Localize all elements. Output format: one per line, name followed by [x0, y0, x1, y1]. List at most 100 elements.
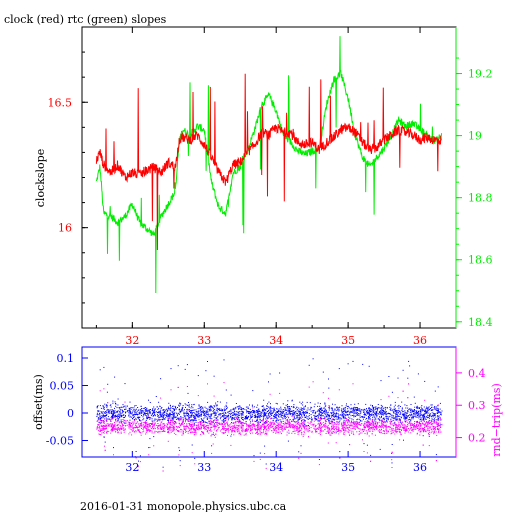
- roundtrip-point: [122, 423, 123, 425]
- roundtrip-point: [153, 445, 155, 447]
- roundtrip-point: [188, 419, 190, 421]
- offset-point: [402, 415, 404, 417]
- roundtrip-point: [368, 422, 369, 424]
- roundtrip-point: [173, 427, 175, 429]
- roundtrip-point: [303, 425, 305, 427]
- offset-point: [437, 418, 439, 420]
- offset-point: [176, 414, 178, 416]
- offset-point: [336, 413, 338, 415]
- offset-point: [183, 411, 185, 413]
- roundtrip-point: [277, 422, 279, 424]
- roundtrip-point: [225, 423, 227, 425]
- roundtrip-point: [404, 424, 406, 426]
- roundtrip-point: [265, 427, 266, 429]
- roundtrip-point: [315, 431, 317, 433]
- offset-point: [147, 414, 149, 416]
- offset-point: [191, 404, 193, 406]
- offset-point: [112, 400, 114, 402]
- offset-point: [111, 418, 113, 420]
- offset-point: [347, 419, 349, 421]
- offset-point: [128, 412, 130, 414]
- offset-point: [275, 420, 277, 422]
- roundtrip-point: [225, 430, 226, 432]
- offset-point: [369, 413, 371, 415]
- roundtrip-point: [170, 421, 172, 423]
- roundtrip-point: [234, 429, 236, 431]
- roundtrip-point: [411, 429, 413, 431]
- roundtrip-point: [278, 429, 280, 431]
- offset-point: [225, 409, 227, 411]
- roundtrip-point: [287, 421, 289, 423]
- roundtrip-point: [219, 422, 220, 424]
- offset-point: [263, 416, 265, 418]
- offset-point: [217, 411, 219, 413]
- roundtrip-point: [185, 419, 187, 421]
- offset-point: [141, 411, 143, 413]
- offset-point: [369, 415, 371, 417]
- offset-point: [236, 419, 238, 421]
- offset-point: [191, 419, 193, 421]
- offset-point: [148, 416, 150, 418]
- offset-point: [181, 423, 183, 425]
- roundtrip-point: [250, 430, 252, 431]
- roundtrip-point: [386, 426, 388, 428]
- roundtrip-point: [383, 423, 384, 425]
- roundtrip-point: [252, 423, 254, 425]
- offset-point: [226, 415, 228, 417]
- roundtrip-point: [329, 427, 331, 429]
- roundtrip-point: [106, 425, 108, 427]
- roundtrip-point: [119, 425, 121, 426]
- offset-point: [425, 407, 427, 409]
- offset-point: [274, 417, 275, 419]
- offset-point: [319, 403, 321, 405]
- roundtrip-point: [383, 430, 385, 432]
- roundtrip-point: [145, 426, 147, 428]
- offset-point: [114, 410, 116, 412]
- roundtrip-point: [223, 422, 225, 424]
- offset-point: [410, 404, 412, 405]
- roundtrip-point: [439, 425, 441, 427]
- roundtrip-point: [439, 424, 441, 426]
- roundtrip-point: [116, 427, 118, 429]
- offset-point: [269, 373, 271, 375]
- offset-point: [149, 413, 151, 415]
- offset-point: [223, 421, 225, 423]
- offset-point: [357, 408, 359, 410]
- offset-point: [177, 417, 179, 419]
- roundtrip-point: [413, 426, 415, 428]
- offset-point: [104, 416, 106, 418]
- roundtrip-point: [273, 428, 275, 430]
- roundtrip-point: [156, 431, 158, 432]
- roundtrip-point: [245, 423, 247, 425]
- offset-point: [391, 444, 393, 445]
- offset-point: [242, 412, 244, 414]
- offset-point: [323, 411, 325, 413]
- offset-point: [370, 404, 372, 406]
- offset-point: [270, 409, 272, 411]
- offset-point: [391, 420, 393, 422]
- offset-point: [355, 407, 357, 408]
- offset-point: [426, 410, 428, 412]
- offset-point: [227, 416, 229, 418]
- roundtrip-point: [244, 430, 246, 432]
- roundtrip-point: [186, 386, 188, 387]
- offset-point: [272, 419, 274, 421]
- roundtrip-point: [353, 425, 355, 427]
- offset-point: [206, 413, 208, 415]
- offset-point: [302, 411, 304, 413]
- roundtrip-point: [325, 424, 327, 426]
- offset-point: [110, 406, 112, 408]
- offset-point: [117, 404, 119, 406]
- roundtrip-point: [418, 425, 420, 427]
- roundtrip-point: [100, 422, 102, 423]
- offset-point: [151, 410, 153, 411]
- roundtrip-point: [366, 452, 368, 454]
- roundtrip-point: [191, 426, 193, 428]
- offset-point: [256, 419, 258, 421]
- offset-point: [111, 409, 113, 410]
- offset-point: [252, 390, 254, 392]
- offset-point: [341, 405, 343, 407]
- offset-point: [334, 413, 336, 415]
- roundtrip-point: [263, 422, 265, 424]
- offset-point: [354, 409, 356, 411]
